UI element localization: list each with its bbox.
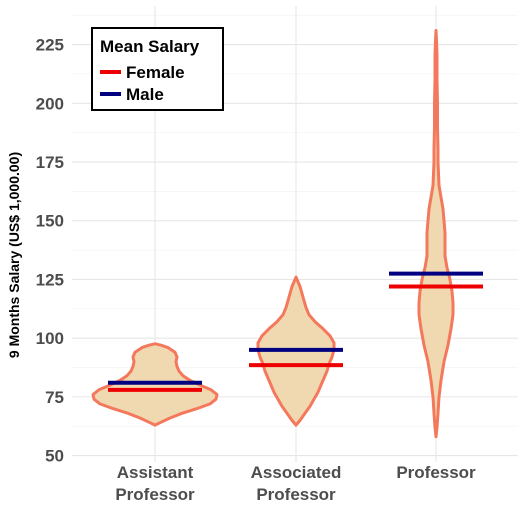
y-axis-label: 9 Months Salary (US$ 1,000.00)	[6, 152, 22, 358]
legend-box	[91, 27, 224, 111]
x-tick-label-line2: Professor	[115, 485, 195, 504]
y-tick-label: 150	[36, 212, 64, 231]
x-tick-label: Professor	[396, 463, 476, 482]
y-tick-label: 75	[45, 388, 64, 407]
x-tick-label: Assistant	[117, 463, 194, 482]
y-tick-label: 100	[36, 329, 64, 348]
legend: Mean Salary Female Male	[91, 27, 224, 111]
y-tick-label: 225	[36, 36, 64, 55]
violin-professor	[417, 29, 455, 439]
y-tick-label: 125	[36, 270, 64, 289]
y-tick-labels: 50 75 100 125 150 175 200 225	[36, 36, 64, 466]
y-tick-label: 175	[36, 153, 64, 172]
y-tick-label: 50	[45, 447, 64, 466]
legend-title: Mean Salary	[100, 37, 200, 56]
x-tick-label-line2: Professor	[256, 485, 336, 504]
x-tick-label: Associated	[251, 463, 342, 482]
x-tick-labels: Assistant Professor Associated Professor Pro…	[115, 463, 476, 504]
mean-lines	[108, 271, 483, 392]
legend-label-male: Male	[126, 85, 164, 104]
legend-label-female: Female	[126, 63, 185, 82]
y-tick-label: 200	[36, 94, 64, 113]
